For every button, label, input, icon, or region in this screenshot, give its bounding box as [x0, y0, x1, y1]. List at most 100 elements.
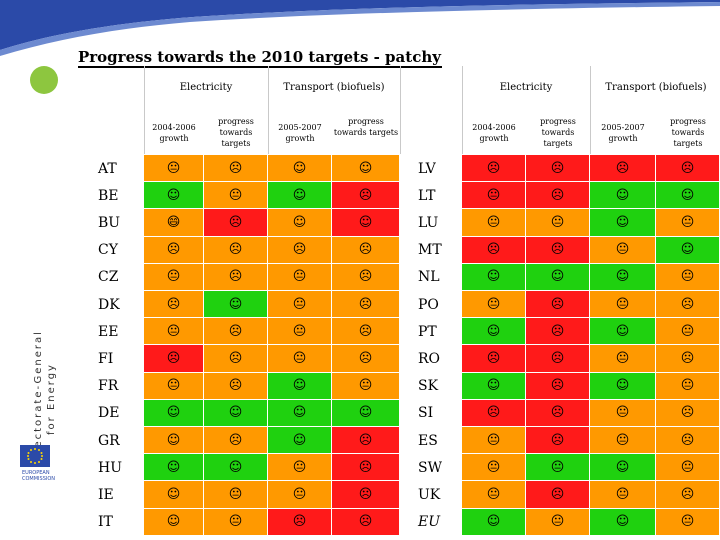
status-cell: ☹ [462, 236, 526, 264]
status-cell: 😐 [268, 345, 332, 373]
country-label: RO [418, 350, 441, 367]
country-label: PT [418, 323, 437, 340]
status-cell: 😐 [462, 481, 526, 509]
status-cell: 😐 [204, 481, 268, 509]
green-bullet [30, 66, 58, 94]
status-cell: ☹ [332, 236, 400, 264]
status-cell: 😐 [268, 291, 332, 319]
status-cell: ☹ [204, 263, 268, 291]
sub-left-trans-progress: progress towards targets [333, 117, 399, 137]
status-cell: 😐 [204, 182, 268, 210]
status-cell: ☹ [526, 182, 590, 210]
status-cell: ☺ [268, 399, 332, 427]
status-cell: 😐 [144, 155, 204, 183]
header-left-electricity: Electricity [179, 82, 233, 93]
status-cell: ☹ [268, 508, 332, 536]
status-cell: ☺ [268, 155, 332, 183]
country-label: BE [98, 187, 119, 204]
status-cell: ☹ [656, 155, 720, 183]
status-cell: ☺ [590, 263, 656, 291]
status-cell: ☹ [332, 427, 400, 455]
sub-right-elec-growth: 2004-2006 growth [472, 123, 516, 143]
sub-right-elec-progress: progress towards targets [540, 117, 576, 148]
status-cell: ☹ [144, 236, 204, 264]
status-cell: 😐 [144, 318, 204, 346]
country-label: MT [418, 242, 442, 259]
country-label: SW [418, 459, 442, 476]
status-cell: ☺ [656, 236, 720, 264]
status-cell: ☹ [590, 155, 656, 183]
status-cell: 😐 [590, 236, 656, 264]
status-cell: 😐 [268, 481, 332, 509]
status-cell: ☺ [590, 209, 656, 237]
status-cell: 😐 [656, 508, 720, 536]
status-cell: 😐 [332, 372, 400, 400]
page-title: Progress towards the 2010 targets - patc… [78, 48, 441, 66]
header-divider [462, 66, 463, 154]
status-cell: ☹ [526, 155, 590, 183]
status-cell: 😐 [656, 209, 720, 237]
status-cell: ☺ [144, 182, 204, 210]
status-cell: ☹ [332, 318, 400, 346]
status-cell: ☹ [332, 291, 400, 319]
country-label: BU [98, 214, 121, 231]
status-cell: 😐 [268, 263, 332, 291]
header-left-transport: Transport (biofuels) [283, 82, 385, 93]
country-label: GR [98, 432, 120, 449]
header-divider [590, 66, 591, 154]
status-cell: 😐 [462, 209, 526, 237]
status-cell: ☹ [526, 291, 590, 319]
status-cell: 😐 [656, 372, 720, 400]
status-cell: ☹ [332, 345, 400, 373]
status-cell: ☹ [204, 236, 268, 264]
country-label: NL [418, 269, 440, 286]
status-cell: ☹ [526, 399, 590, 427]
status-cell: 😐 [590, 345, 656, 373]
country-label: CZ [98, 269, 119, 286]
header-divider [400, 66, 401, 154]
status-cell: ☹ [204, 209, 268, 237]
status-cell: 😐 [462, 182, 526, 210]
status-cell: ☹ [332, 481, 400, 509]
status-cell: 😐 [462, 454, 526, 482]
status-cell: ☺ [268, 182, 332, 210]
status-cell: 😐 [462, 291, 526, 319]
status-cell: 😐 [526, 454, 590, 482]
status-cell: ☺ [204, 399, 268, 427]
status-cell: ☹ [462, 345, 526, 373]
country-label: DE [98, 405, 120, 422]
status-cell: 😐 [656, 318, 720, 346]
status-cell: 😐 [590, 291, 656, 319]
status-cell: ☹ [204, 318, 268, 346]
status-cell: ☺ [204, 291, 268, 319]
status-cell: 😐 [144, 263, 204, 291]
status-cell: ☹ [526, 236, 590, 264]
status-cell: ☹ [526, 427, 590, 455]
status-cell: ☺ [590, 372, 656, 400]
status-cell: ☺ [656, 182, 720, 210]
title-underline [78, 66, 442, 68]
dg-energy-logo: Directorate-General for Energy [16, 312, 60, 522]
status-cell: ☹ [526, 481, 590, 509]
country-label: DK [98, 296, 120, 313]
sub-right-trans-progress: progress towards targets [670, 117, 706, 148]
status-cell: ☹ [204, 155, 268, 183]
top-swoosh-banner [0, 0, 720, 56]
country-label: SI [418, 405, 434, 422]
country-label: IE [98, 486, 114, 503]
status-cell: ☹ [204, 345, 268, 373]
country-label: ES [418, 432, 438, 449]
status-cell: ☹ [332, 508, 400, 536]
status-cell: ☺ [268, 372, 332, 400]
status-cell: ☺ [204, 454, 268, 482]
country-label: CY [98, 242, 118, 259]
sub-left-elec-progress: progress towards targets [218, 117, 254, 148]
country-label: FR [98, 378, 119, 395]
status-cell: ☺ [462, 318, 526, 346]
status-cell: ☹ [656, 291, 720, 319]
status-cell: ☹ [462, 399, 526, 427]
status-cell: ☺ [590, 454, 656, 482]
status-cell: 😐 [268, 318, 332, 346]
status-cell: 😐 [526, 209, 590, 237]
status-cell: ☹ [204, 427, 268, 455]
